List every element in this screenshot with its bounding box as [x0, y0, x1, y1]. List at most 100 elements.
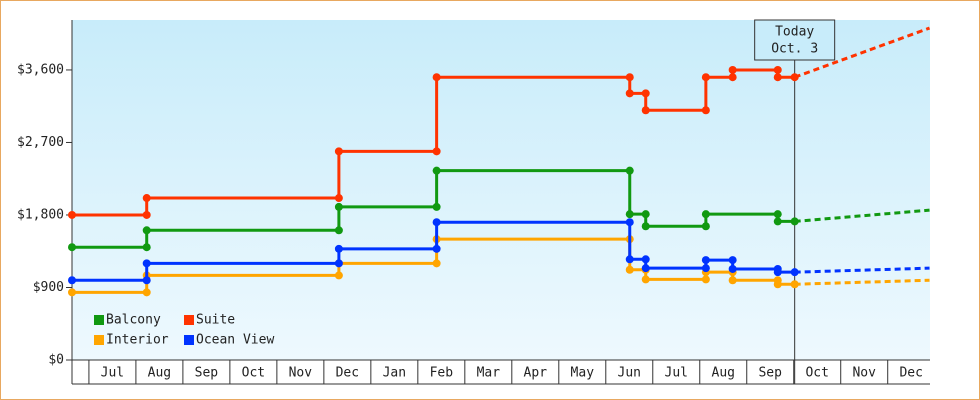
point — [773, 73, 782, 82]
legend-label: Suite — [196, 313, 235, 328]
point — [625, 73, 634, 82]
point — [701, 256, 710, 265]
point — [641, 210, 650, 219]
point — [790, 217, 799, 226]
point — [701, 275, 710, 284]
point — [728, 73, 737, 82]
point — [701, 73, 710, 82]
point — [625, 218, 634, 227]
x-tick-label: May — [571, 366, 595, 381]
point — [432, 259, 441, 268]
x-tick-label: Oct — [805, 366, 828, 381]
y-tick-label: $3,600 — [17, 62, 64, 77]
x-tick-label: Nov — [289, 366, 313, 381]
x-tick-label: Nov — [852, 366, 876, 381]
point — [334, 271, 343, 280]
series-line — [72, 220, 795, 282]
point — [641, 222, 650, 231]
forecast-line — [794, 208, 930, 223]
y-tick-label: $900 — [33, 280, 64, 295]
series-line — [72, 237, 795, 294]
point — [641, 264, 650, 273]
point — [432, 202, 441, 211]
x-tick-label: Dec — [899, 366, 922, 381]
point — [728, 256, 737, 265]
today-label: Today — [775, 25, 814, 40]
point — [625, 210, 634, 219]
forecast-line — [794, 278, 930, 286]
y-tick-label: $2,700 — [17, 135, 64, 150]
point — [432, 218, 441, 227]
today-label: Oct. 3 — [771, 42, 818, 57]
today-box — [754, 19, 836, 61]
point — [790, 280, 799, 289]
legend-label: Ocean View — [196, 333, 274, 348]
point — [625, 255, 634, 264]
point — [432, 166, 441, 175]
point — [432, 244, 441, 253]
point — [773, 280, 782, 289]
point — [68, 243, 76, 252]
forecast-line — [794, 266, 930, 274]
x-tick-label: Oct — [242, 366, 265, 381]
legend-label: Interior — [106, 333, 169, 348]
legend-swatch — [94, 335, 104, 345]
point — [728, 276, 737, 285]
point — [701, 106, 710, 115]
point — [701, 264, 710, 273]
point — [773, 268, 782, 277]
forecast-line — [794, 26, 931, 79]
y-tick-label: $0 — [48, 353, 64, 368]
x-tick-label: Dec — [336, 366, 359, 381]
x-tick-label: Sep — [758, 366, 782, 381]
plot-area — [72, 20, 930, 360]
x-tick-label: Aug — [712, 366, 735, 381]
point — [142, 210, 151, 219]
point — [142, 276, 151, 285]
point — [790, 268, 799, 277]
x-tick-label: Jan — [383, 366, 406, 381]
point — [334, 259, 343, 268]
x-tick-label: Feb — [430, 366, 454, 381]
point — [790, 73, 799, 82]
x-tick-label: Aug — [148, 366, 171, 381]
x-tick-label: Apr — [524, 366, 548, 381]
point — [641, 255, 650, 264]
point — [68, 288, 76, 297]
x-tick-label: Jun — [618, 366, 641, 381]
point — [728, 264, 737, 273]
point — [142, 243, 151, 252]
point — [625, 265, 634, 274]
point — [142, 226, 151, 235]
point — [334, 194, 343, 203]
point — [625, 89, 634, 98]
series-line — [72, 68, 795, 217]
point — [432, 147, 441, 156]
point — [334, 226, 343, 235]
point — [142, 194, 151, 203]
point — [68, 276, 76, 285]
point — [773, 217, 782, 226]
x-tick-label: Mar — [477, 366, 501, 381]
x-tick-label: Jul — [101, 366, 124, 381]
point — [68, 210, 76, 219]
point — [701, 222, 710, 231]
point — [773, 210, 782, 219]
point — [334, 244, 343, 253]
x-tick-label: Jul — [665, 366, 688, 381]
point — [334, 147, 343, 156]
point — [142, 259, 151, 268]
point — [142, 288, 151, 297]
point — [641, 89, 650, 98]
point — [641, 275, 650, 284]
x-tick-label: Sep — [195, 366, 219, 381]
legend-swatch — [184, 315, 194, 325]
series-line — [72, 169, 795, 249]
legend-swatch — [184, 335, 194, 345]
point — [641, 106, 650, 115]
point — [728, 65, 737, 74]
point — [701, 210, 710, 219]
y-tick-label: $1,800 — [17, 207, 64, 222]
point — [773, 65, 782, 74]
point — [625, 166, 634, 175]
